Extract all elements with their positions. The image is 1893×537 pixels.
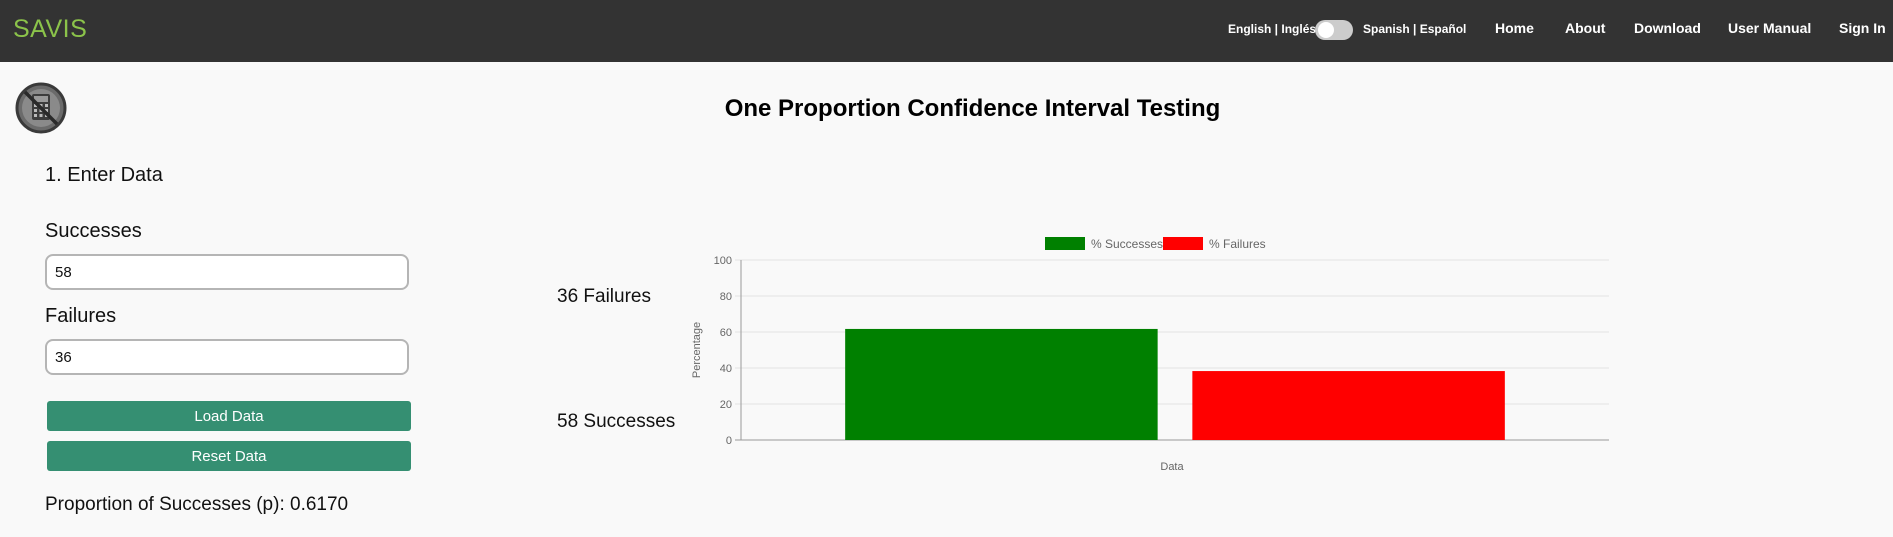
failures-label: Failures — [45, 305, 117, 327]
proportion-value: 0.6170 — [290, 494, 349, 515]
proportion-bar-chart: 0 20 40 60 80 100 Percentage Data % Successes % F… — [691, 237, 1609, 473]
y-tick-label: 80 — [720, 291, 732, 303]
section-title: 1. Enter Data — [45, 164, 163, 186]
proportion-label: Proportion of Successes (p): — [45, 494, 285, 515]
y-tick-label: 40 — [720, 363, 732, 375]
nav-about-link[interactable]: About — [1565, 20, 1606, 36]
successes-count-label: 58 Successes — [557, 411, 676, 432]
failures-input[interactable] — [45, 339, 409, 375]
failures-count-label: 36 Failures — [557, 286, 651, 307]
legend-swatch — [1045, 237, 1085, 250]
bar-failures — [1192, 371, 1505, 440]
successes-input[interactable] — [45, 254, 409, 290]
legend-swatch — [1163, 237, 1203, 250]
reset-data-button[interactable]: Reset Data — [47, 441, 411, 471]
nav-download-link[interactable]: Download — [1634, 20, 1701, 36]
toggle-knob — [1318, 22, 1334, 38]
legend-label: % Failures — [1209, 237, 1266, 251]
load-data-button[interactable]: Load Data — [47, 401, 411, 431]
proportion-readout: Proportion of Successes (p): 0.6170 — [45, 494, 348, 516]
nav-sign-in-link[interactable]: Sign In — [1839, 20, 1886, 36]
calculator-icon[interactable] — [15, 82, 67, 134]
language-english-label: English | Inglés — [1228, 22, 1317, 36]
y-tick-label: 20 — [720, 399, 732, 411]
brand-logo[interactable]: SAVIS — [13, 15, 88, 43]
bar-successes — [845, 328, 1158, 440]
navbar: SAVIS English | Inglés Spanish | Español… — [0, 0, 1893, 62]
nav-home-link[interactable]: Home — [1495, 20, 1534, 36]
legend-label: % Successes — [1091, 237, 1163, 251]
y-tick-label: 100 — [714, 255, 732, 267]
y-tick-label: 0 — [726, 435, 732, 447]
y-axis-label: Percentage — [691, 322, 703, 378]
x-axis-label: Data — [1160, 461, 1184, 473]
page-title: One Proportion Confidence Interval Testi… — [724, 95, 1221, 122]
nav-user-manual-link[interactable]: User Manual — [1728, 20, 1812, 36]
y-tick-label: 60 — [720, 327, 732, 339]
language-toggle[interactable] — [1315, 20, 1353, 40]
language-spanish-label: Spanish | Español — [1363, 22, 1467, 36]
successes-label: Successes — [45, 220, 142, 242]
